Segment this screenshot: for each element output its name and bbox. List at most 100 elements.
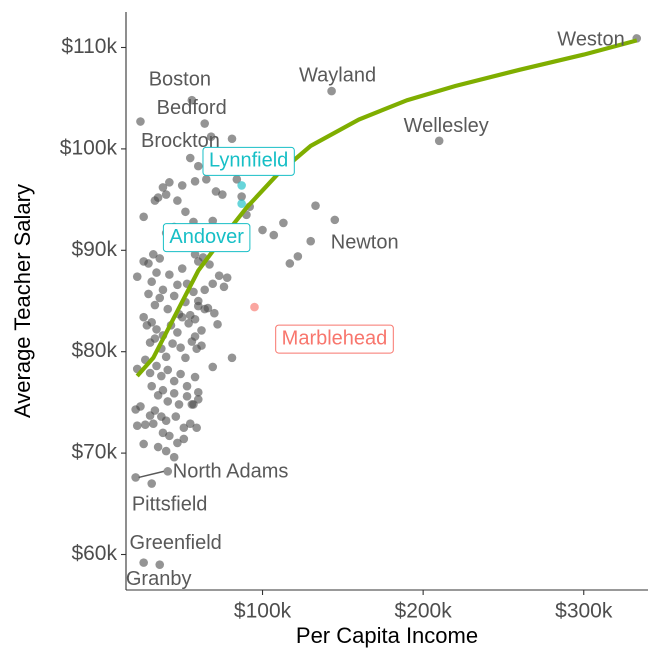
data-point [213,320,222,329]
data-point [327,86,336,96]
highlight-points-layer [237,181,259,312]
data-point [149,419,158,428]
data-point [176,343,185,352]
data-point [311,201,320,210]
highlight-point [237,199,246,208]
boxed-labels-layer: Lynnfield Andover Marblehead [162,146,394,354]
data-point [202,175,211,184]
data-point [163,304,173,314]
y-tick-label: $100k [60,136,118,159]
data-point [192,423,201,433]
data-point [203,303,213,313]
data-point [185,419,195,428]
data-point [152,268,161,277]
y-tick-label: $60k [71,542,117,565]
data-point [165,270,174,279]
data-point [177,264,187,273]
point-label: Granby [126,568,192,590]
x-axis-ticks: $100k $200k $300k [234,590,613,623]
point-label: Pittsfield [132,494,208,516]
data-point [169,452,179,462]
data-point [200,285,210,295]
data-point [158,385,168,395]
data-point [158,285,168,295]
data-point [222,273,232,282]
data-point [169,291,179,301]
y-axis-title: Average Teacher Salary [10,184,35,418]
data-point [306,236,316,246]
label-text: Marblehead [282,327,388,349]
data-point [158,183,168,192]
label-box [162,223,251,253]
point-label: North Adams [173,461,289,483]
point-label: Boston [149,69,211,91]
y-tick-label: $90k [71,238,117,261]
data-point [193,301,203,311]
data-point [152,325,161,334]
label-box [202,146,295,176]
data-point [177,312,187,322]
data-point [181,207,190,217]
label-box [275,324,394,354]
data-point [165,431,174,441]
data-point [208,279,218,289]
boxed-label: Lynnfield [202,146,295,176]
data-point [197,326,206,335]
data-point [147,277,156,287]
data-point [211,187,221,196]
data-point [189,287,198,297]
data-point [218,190,227,199]
data-point [161,352,171,362]
data-point [206,132,216,142]
y-tick-label: $70k [71,441,117,464]
data-point [208,216,218,226]
data-point [185,153,195,163]
data-point [155,293,165,303]
leader-lines-layer [138,470,164,479]
data-point [184,319,193,328]
data-point [232,175,242,184]
axes-layer: $60k $70k $80k $90k $100k $110k $100k $200k $30… [60,12,648,623]
data-point [136,402,145,411]
data-point [182,392,192,401]
data-point [279,218,288,228]
data-point [139,212,148,222]
data-point [147,479,156,488]
data-point [147,317,156,327]
point-label: Newton [331,231,399,253]
y-tick-label: $80k [71,339,117,362]
data-point [161,190,171,199]
data-point [132,272,142,281]
data-point [193,387,203,397]
data-point [227,134,237,144]
data-point [227,353,237,363]
highlight-point [250,302,259,312]
data-point [173,196,182,205]
data-point [152,361,161,371]
data-point [139,558,148,567]
label-text: Lynnfield [209,150,288,172]
data-point [219,282,229,292]
x-tick-label: $200k [395,600,453,623]
data-point [169,388,179,398]
point-label: Brockton [141,130,220,152]
y-tick-label: $110k [61,35,117,58]
data-point [155,560,165,569]
data-point [150,334,160,343]
data-point [163,397,173,406]
data-point [190,372,200,382]
data-point [139,439,148,449]
point-labels-layer: Weston Boston Wayland Bedford Wellesley Brock… [126,29,625,590]
data-point [208,362,218,372]
data-point [197,341,206,350]
data-point [147,381,156,391]
data-point [153,442,163,452]
data-point [269,230,279,240]
data-point [171,412,181,421]
data-point [190,250,200,259]
data-point [157,371,166,381]
data-point [144,289,153,299]
data-point [150,406,160,415]
data-point [179,423,189,433]
